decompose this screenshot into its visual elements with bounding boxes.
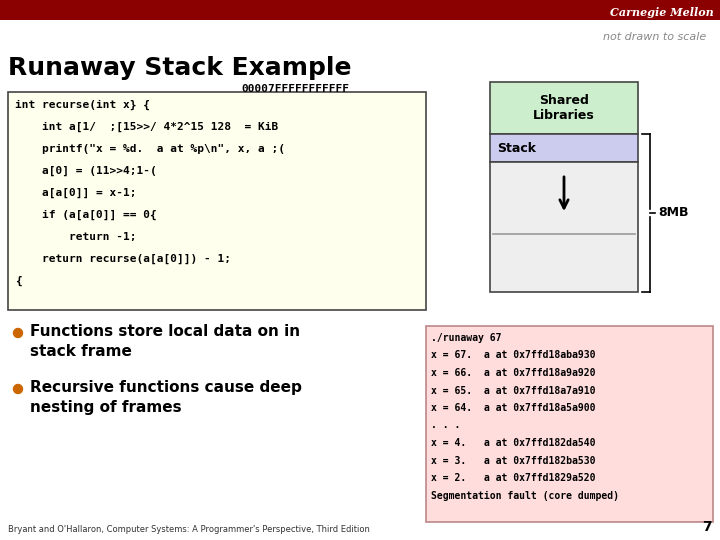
- Text: int a[1/  ;[15>>/ 4*2^15 128  = KiB: int a[1/ ;[15>>/ 4*2^15 128 = KiB: [15, 122, 278, 132]
- Bar: [426, 326, 713, 522]
- Text: x = 66.  a at 0x7ffd18a9a920: x = 66. a at 0x7ffd18a9a920: [431, 368, 595, 378]
- Text: not drawn to scale: not drawn to scale: [603, 32, 706, 42]
- Text: Carnegie Mellon: Carnegie Mellon: [611, 8, 714, 18]
- Bar: [490, 82, 638, 134]
- Text: ./runaway 67: ./runaway 67: [431, 333, 502, 343]
- Text: Shared
Libraries: Shared Libraries: [533, 94, 595, 122]
- Text: x = 2.   a at 0x7ffd1829a520: x = 2. a at 0x7ffd1829a520: [431, 473, 595, 483]
- Text: a[a[0]] = x-1;: a[a[0]] = x-1;: [15, 188, 137, 198]
- Text: Functions store local data on in: Functions store local data on in: [30, 324, 300, 339]
- Text: return -1;: return -1;: [15, 232, 137, 242]
- Text: 8MB: 8MB: [658, 206, 688, 219]
- Text: . . .: . . .: [431, 421, 460, 430]
- Text: 00007FFFFFFFFFFF: 00007FFFFFFFFFFF: [241, 84, 349, 94]
- Text: Recursive functions cause deep: Recursive functions cause deep: [30, 380, 302, 395]
- Text: Runaway Stack Example: Runaway Stack Example: [8, 56, 351, 80]
- Text: x = 65.  a at 0x7ffd18a7a910: x = 65. a at 0x7ffd18a7a910: [431, 386, 595, 395]
- Text: a[0] = (11>>4;1-(: a[0] = (11>>4;1-(: [15, 166, 157, 176]
- Text: Segmentation fault (core dumped): Segmentation fault (core dumped): [431, 490, 619, 501]
- Text: int recurse(int x} {: int recurse(int x} {: [15, 100, 150, 110]
- Text: {: {: [15, 276, 22, 286]
- Text: 7: 7: [703, 520, 712, 534]
- Bar: [8, 92, 426, 310]
- Text: printf("x = %d.  a at %p\n", x, a ;(: printf("x = %d. a at %p\n", x, a ;(: [15, 144, 285, 154]
- Text: x = 3.   a at 0x7ffd182ba530: x = 3. a at 0x7ffd182ba530: [431, 456, 595, 465]
- Text: stack frame: stack frame: [30, 344, 132, 359]
- Bar: [490, 134, 638, 162]
- Text: Bryant and O'Hallaron, Computer Systems: A Programmer's Perspective, Third Editi: Bryant and O'Hallaron, Computer Systems:…: [8, 525, 370, 534]
- Text: return recurse(a[a[0]]) - 1;: return recurse(a[a[0]]) - 1;: [15, 254, 231, 264]
- Text: x = 67.  a at 0x7ffd18aba930: x = 67. a at 0x7ffd18aba930: [431, 350, 595, 361]
- Circle shape: [14, 384, 22, 394]
- Bar: [0, 0, 720, 20]
- Text: Stack: Stack: [497, 141, 536, 154]
- Text: nesting of frames: nesting of frames: [30, 400, 181, 415]
- Circle shape: [14, 328, 22, 338]
- Text: x = 64.  a at 0x7ffd18a5a900: x = 64. a at 0x7ffd18a5a900: [431, 403, 595, 413]
- Text: if (a[a[0]] == 0{: if (a[a[0]] == 0{: [15, 210, 157, 220]
- Text: x = 4.   a at 0x7ffd182da540: x = 4. a at 0x7ffd182da540: [431, 438, 595, 448]
- Bar: [490, 162, 638, 292]
